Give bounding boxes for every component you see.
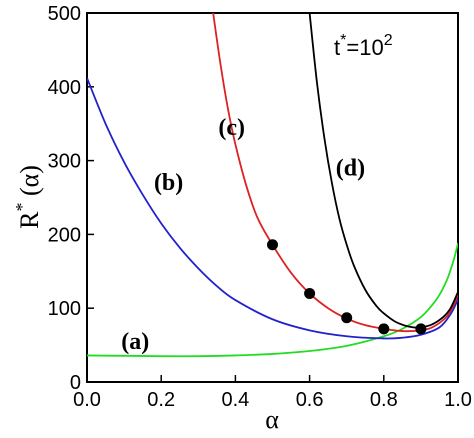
series-label-a: (a) (121, 329, 149, 355)
series-label-c: (c) (218, 115, 245, 141)
x-tick-label: 0.4 (221, 389, 249, 411)
data-marker (304, 287, 316, 299)
y-tick-label: 0 (70, 372, 81, 394)
time-annotation: t*=102 (334, 32, 393, 60)
series-lines (87, 13, 458, 358)
data-marker (415, 323, 427, 335)
x-tick-label: 0.2 (147, 389, 175, 411)
y-axis-title: R* (α) (12, 165, 44, 229)
series-line-d (308, 13, 458, 329)
x-tick-label: 0.0 (73, 389, 101, 411)
series-line-b (87, 77, 458, 340)
y-tick-label: 100 (48, 298, 81, 320)
y-tick-label: 500 (48, 3, 81, 25)
axis-ticks: 0.0 0.2 0.4 0.6 0.8 1.0 0 100 200 300 400 500 (48, 3, 472, 411)
series-labels: (a) (b) (c) (d) (121, 115, 365, 355)
data-marker (341, 312, 353, 324)
x-axis-title: α (265, 405, 279, 434)
plot-frame (86, 12, 459, 383)
x-tick-label: 0.6 (296, 389, 324, 411)
y-tick-label: 200 (48, 224, 81, 246)
series-line-c (212, 13, 458, 333)
data-markers (267, 239, 427, 335)
series-line-a (87, 243, 458, 358)
data-marker (267, 239, 278, 251)
x-tick-label: 1.0 (444, 389, 472, 411)
data-marker (378, 323, 390, 335)
series-label-d: (d) (336, 155, 365, 181)
y-tick-label: 300 (48, 151, 81, 173)
y-tick-label: 400 (48, 77, 81, 99)
x-tick-label: 0.8 (370, 389, 398, 411)
series-label-b: (b) (154, 170, 183, 196)
